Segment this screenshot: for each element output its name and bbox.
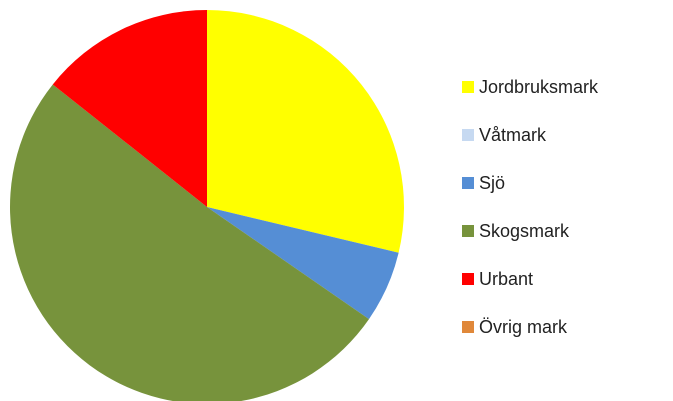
pie-slice — [10, 84, 369, 401]
legend-label: Skogsmark — [479, 221, 570, 241]
legend-swatch — [462, 321, 474, 333]
pie-slice — [52, 10, 207, 207]
legend-label: Övrig mark — [479, 317, 568, 337]
pie-slice — [207, 10, 404, 253]
legend-label: Urbant — [479, 269, 533, 289]
legend-swatch — [462, 81, 474, 93]
legend-swatch — [462, 273, 474, 285]
pie-slice — [207, 207, 399, 320]
legend-label: Sjö — [479, 173, 505, 193]
legend-swatch — [462, 225, 474, 237]
legend-label: Våtmark — [479, 125, 547, 145]
legend-label: Jordbruksmark — [479, 77, 599, 97]
legend-swatch — [462, 177, 474, 189]
legend-swatch — [462, 129, 474, 141]
